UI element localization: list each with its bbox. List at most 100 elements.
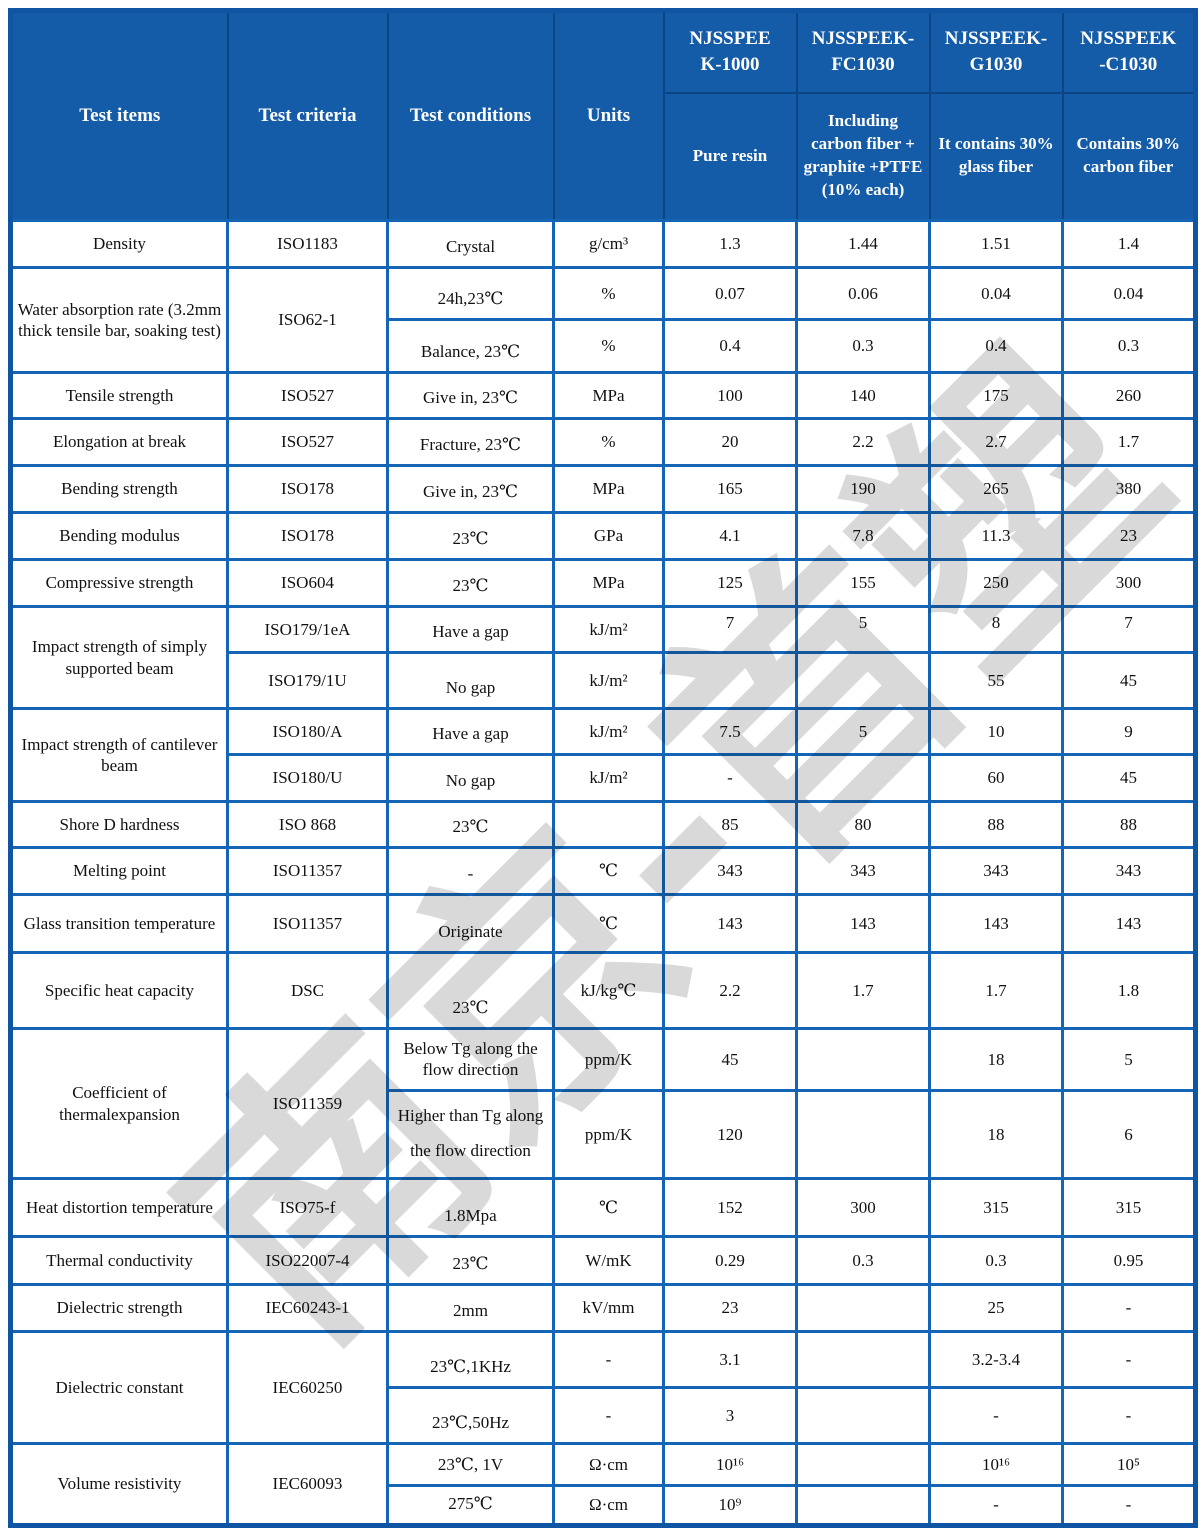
spec-sheet: Test items Test criteria Test conditions… [8,8,1198,1528]
cell-test-condition: 23℃, 1V [386,1442,555,1487]
cell-value: 0.3 [795,318,931,374]
table-row: 275℃ Ω·cm 10⁹ - - [11,1484,1197,1527]
product-name-line: K-1000 [700,54,760,76]
cell-test-condition: Fracture, 23℃ [386,417,555,467]
cell-value: 265 [928,464,1064,514]
cell-unit: kJ/kg℃ [552,951,665,1030]
header-row-names: Test items Test criteria Test conditions… [9,9,1197,222]
cell-unit: W/mK [552,1235,665,1286]
cell-value: 0.07 [662,266,798,321]
cell-unit: Ω·cm [552,1484,665,1527]
product-description-4: Contains 30% carbon fiber [1061,91,1197,222]
cell-unit: Ω·cm [552,1442,665,1487]
table-row: Impact strength of cantilever beam ISO18… [9,707,1197,803]
table-row: Specific heat capacity DSC 23℃ kJ/kg℃ 2.… [9,951,1197,1030]
cell-unit [552,800,665,849]
cell-value: 7 [662,605,798,654]
cell-value: 100 [662,371,798,420]
cell-value [795,1442,931,1487]
cell-value: 18 [928,1089,1064,1180]
cell-value: 0.4 [928,318,1064,374]
cell-test-item: Bending strength [9,464,229,514]
cell-value: 45 [1061,651,1197,710]
cell-test-criteria: ISO11357 [226,893,389,954]
cell-test-criteria: ISO180/A [226,707,389,756]
cell-unit: GPa [552,511,665,561]
cell-test-item: Bending modulus [9,511,229,561]
cell-test-criteria: DSC [226,951,389,1030]
cell-test-criteria: ISO22007-4 [226,1235,389,1286]
cell-value: 300 [1061,558,1197,608]
cell-test-criteria: ISO11357 [226,846,389,896]
table-row: Heat distortion temperature ISO75-f 1.8M… [9,1177,1197,1238]
cell-value: - [928,1484,1064,1527]
cell-test-item: Tensile strength [9,371,229,420]
cell-value: 5 [1061,1027,1197,1092]
table-row: Bending strength ISO178 Give in, 23℃ MPa… [9,464,1197,514]
cell-value: - [662,753,798,803]
cell-value: 175 [928,371,1064,420]
cell-value: 143 [795,893,931,954]
cell-test-criteria: ISO178 [226,464,389,514]
cell-test-condition: No gap [386,753,555,803]
cell-unit: g/cm³ [552,219,665,269]
table-row: Balance, 23℃ % 0.4 0.3 0.4 0.3 [11,318,1197,374]
cell-value: 165 [662,464,798,514]
product-name-line: NJSSPEEK [1080,27,1177,49]
cell-value: 152 [662,1177,798,1238]
cell-test-item: Thermal conductivity [9,1235,229,1286]
cell-test-criteria: ISO178 [226,511,389,561]
cell-value: 88 [928,800,1064,849]
cell-test-criteria: IEC60093 [226,1442,389,1527]
cell-value: 10 [928,707,1064,756]
cell-test-condition: Give in, 23℃ [386,464,555,514]
cell-unit: ℃ [552,1177,665,1238]
cell-value: 55 [928,651,1064,710]
cell-test-criteria: ISO75-f [226,1177,389,1238]
cell-value: 10¹⁶ [662,1442,798,1487]
cell-value: 1.4 [1061,219,1197,269]
cell-test-condition: Below Tg along the flow direction [386,1027,555,1092]
col-header-product-4: NJSSPEEK -C1030 [1061,9,1197,94]
cell-test-criteria: IEC60250 [226,1330,389,1445]
cell-value [795,651,931,710]
table-row: Coefficient of thermalexpansion ISO11359… [9,1027,1197,1180]
col-header-test-items: Test items [9,9,229,222]
table-row: Tensile strength ISO527 Give in, 23℃ MPa… [9,371,1197,420]
cell-unit: kJ/m² [552,707,665,756]
cell-value: 315 [1061,1177,1197,1238]
product-name-line: G1030 [969,54,1023,76]
cell-test-criteria: ISO604 [226,558,389,608]
cell-value: 0.3 [795,1235,931,1286]
col-header-units: Units [552,9,665,222]
product-description-1: Pure resin [662,91,798,222]
cell-value: 1.7 [795,951,931,1030]
table-row: 23℃,50Hz - 3 - - [11,1386,1197,1445]
cell-value [795,753,931,803]
cell-unit: MPa [552,464,665,514]
table-row: Volume resistivity IEC60093 23℃, 1V Ω·cm… [9,1442,1197,1527]
cell-value: 10⁹ [662,1484,798,1527]
table-row: Higher than Tg along the flow direction … [11,1089,1197,1180]
cell-unit: ppm/K [552,1089,665,1180]
cell-value: 18 [928,1027,1064,1092]
cell-test-condition: 23℃ [386,511,555,561]
cell-test-condition: Balance, 23℃ [386,318,555,374]
cell-value: 125 [662,558,798,608]
cell-test-condition: 23℃,1KHz [386,1330,555,1389]
table-row: Density ISO1183 Crystal g/cm³ 1.3 1.44 1… [9,219,1197,269]
cell-value: 23 [1061,511,1197,561]
cell-value: 2.2 [662,951,798,1030]
cell-test-criteria: ISO527 [226,371,389,420]
cell-value: 0.95 [1061,1235,1197,1286]
table-row: Dielectric strength IEC60243-1 2mm kV/mm… [9,1283,1197,1333]
cell-value: 11.3 [928,511,1064,561]
cell-test-item: Dielectric constant [9,1330,229,1445]
cell-test-item: Melting point [9,846,229,896]
cell-value: 85 [662,800,798,849]
cell-test-criteria: ISO179/1U [226,651,389,710]
cell-test-condition: Originate [386,893,555,954]
cell-test-criteria: ISO 868 [226,800,389,849]
cell-test-condition: - [386,846,555,896]
cell-test-condition: No gap [386,651,555,710]
